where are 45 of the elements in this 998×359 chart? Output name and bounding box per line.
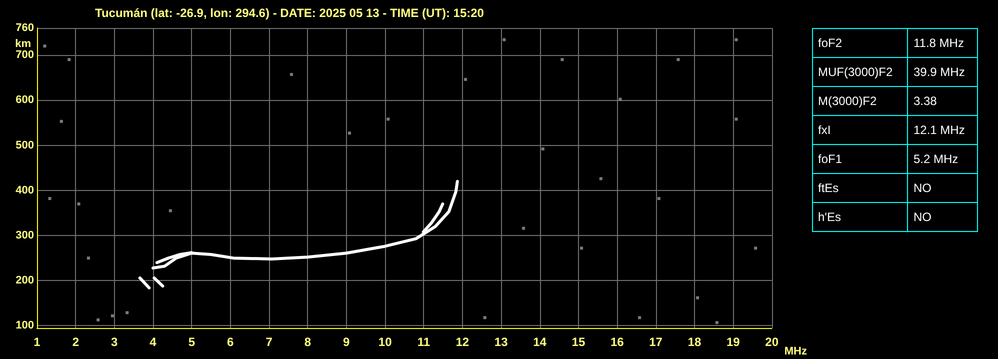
x-tick-label: 4 bbox=[150, 335, 157, 349]
x-axis-title: MHz bbox=[784, 346, 808, 358]
text: h'Es bbox=[812, 202, 908, 232]
y-tick-label: 300 bbox=[16, 230, 34, 242]
x-tick-label: 3 bbox=[111, 335, 118, 349]
x-tick-label: 15 bbox=[572, 335, 586, 349]
text: 5.2 MHz bbox=[908, 144, 978, 174]
y-axis-title: km bbox=[15, 38, 32, 50]
x-tick-label: 10 bbox=[378, 335, 392, 349]
x-tick-label: 19 bbox=[726, 335, 740, 349]
x-tick-label: 17 bbox=[649, 335, 663, 349]
x-tick-label: 2 bbox=[72, 335, 80, 349]
x-tick-label: 5 bbox=[188, 335, 196, 349]
y-tick-label: 500 bbox=[16, 139, 34, 152]
x-tick-label: 13 bbox=[494, 335, 508, 349]
x-tick-label: 7 bbox=[266, 335, 273, 349]
y-tick-label: 700 bbox=[16, 49, 34, 62]
x-tick-label: 1 bbox=[34, 335, 41, 349]
text: ftEs bbox=[812, 174, 908, 202]
y-tick-label: 100 bbox=[16, 320, 34, 332]
y-tick-label: 600 bbox=[16, 94, 34, 106]
text: 39.9 MHz bbox=[908, 58, 978, 86]
text: NO bbox=[908, 202, 978, 232]
text: fxI bbox=[812, 116, 908, 144]
text: MUF(3000)F2 bbox=[812, 58, 908, 86]
y-tick-label: 200 bbox=[16, 274, 34, 287]
text: NO bbox=[908, 174, 978, 202]
y-tick-label: 760 bbox=[16, 22, 34, 34]
text: foF2 bbox=[812, 28, 908, 58]
x-tick-label: 8 bbox=[304, 335, 312, 349]
x-tick-label: 9 bbox=[343, 335, 350, 349]
x-tick-label: 14 bbox=[533, 335, 547, 349]
x-tick-label: 6 bbox=[227, 335, 234, 349]
text: 11.8 MHz bbox=[908, 28, 978, 58]
text: 3.38 bbox=[908, 86, 978, 116]
x-tick-label: 20 bbox=[765, 335, 779, 349]
text: 12.1 MHz bbox=[908, 116, 978, 144]
x-tick-label: 12 bbox=[456, 335, 470, 349]
y-tick-label: 400 bbox=[16, 184, 34, 196]
x-tick-label: 11 bbox=[417, 335, 430, 349]
x-tick-label: 18 bbox=[688, 335, 702, 349]
chart-title: Tucumán (lat: -26.9, lon: 294.6) - DATE: 2025 05 13 - TIME (UT): 15:20 bbox=[95, 6, 484, 20]
x-tick-label: 16 bbox=[610, 335, 624, 349]
text: M(3000)F2 bbox=[812, 86, 908, 116]
text: foF1 bbox=[812, 144, 908, 174]
